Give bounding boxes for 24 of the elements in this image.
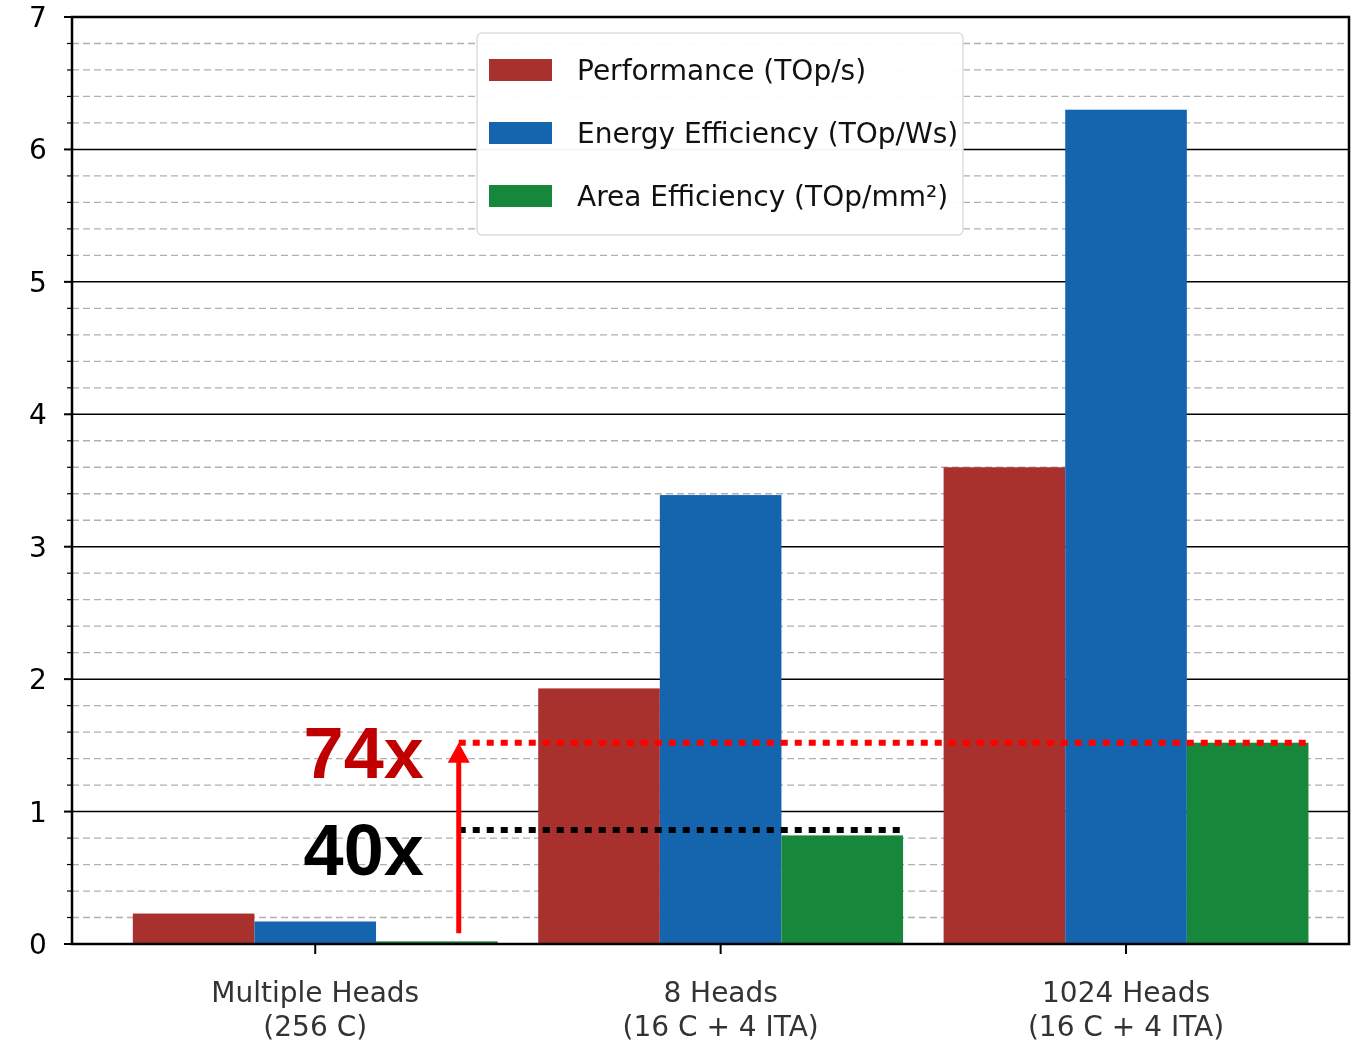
x-tick-label: 1024 Heads (16 C + 4 ITA)	[1027, 976, 1225, 1043]
bar	[254, 921, 377, 944]
x-tick-label: 8 Heads (16 C + 4 ITA)	[622, 976, 819, 1043]
y-tick-label: 1	[29, 795, 47, 829]
ref-line-label: 74x	[303, 712, 424, 793]
x-tick-label: Multiple Heads (256 C)	[211, 976, 420, 1043]
bar	[781, 835, 904, 944]
bar	[943, 467, 1066, 944]
bar	[659, 495, 782, 944]
legend-label: Energy Efficiency (TOp/Ws)	[577, 117, 959, 150]
bar	[1065, 109, 1187, 944]
y-tick-label: 4	[29, 398, 47, 432]
legend-label: Area Efficiency (TOp/mm²)	[577, 180, 949, 213]
ref-line-label: 40x	[303, 810, 424, 891]
y-tick-label: 3	[29, 530, 47, 564]
y-tick-label: 2	[29, 663, 47, 697]
y-tick-label: 7	[29, 1, 47, 34]
bar	[1186, 742, 1309, 944]
bar	[538, 688, 660, 944]
y-tick-label: 6	[29, 133, 47, 167]
bar	[132, 913, 255, 944]
y-tick-label: 5	[29, 265, 47, 299]
legend-label: Performance (TOp/s)	[577, 54, 867, 87]
y-tick-label: 0	[29, 928, 47, 961]
